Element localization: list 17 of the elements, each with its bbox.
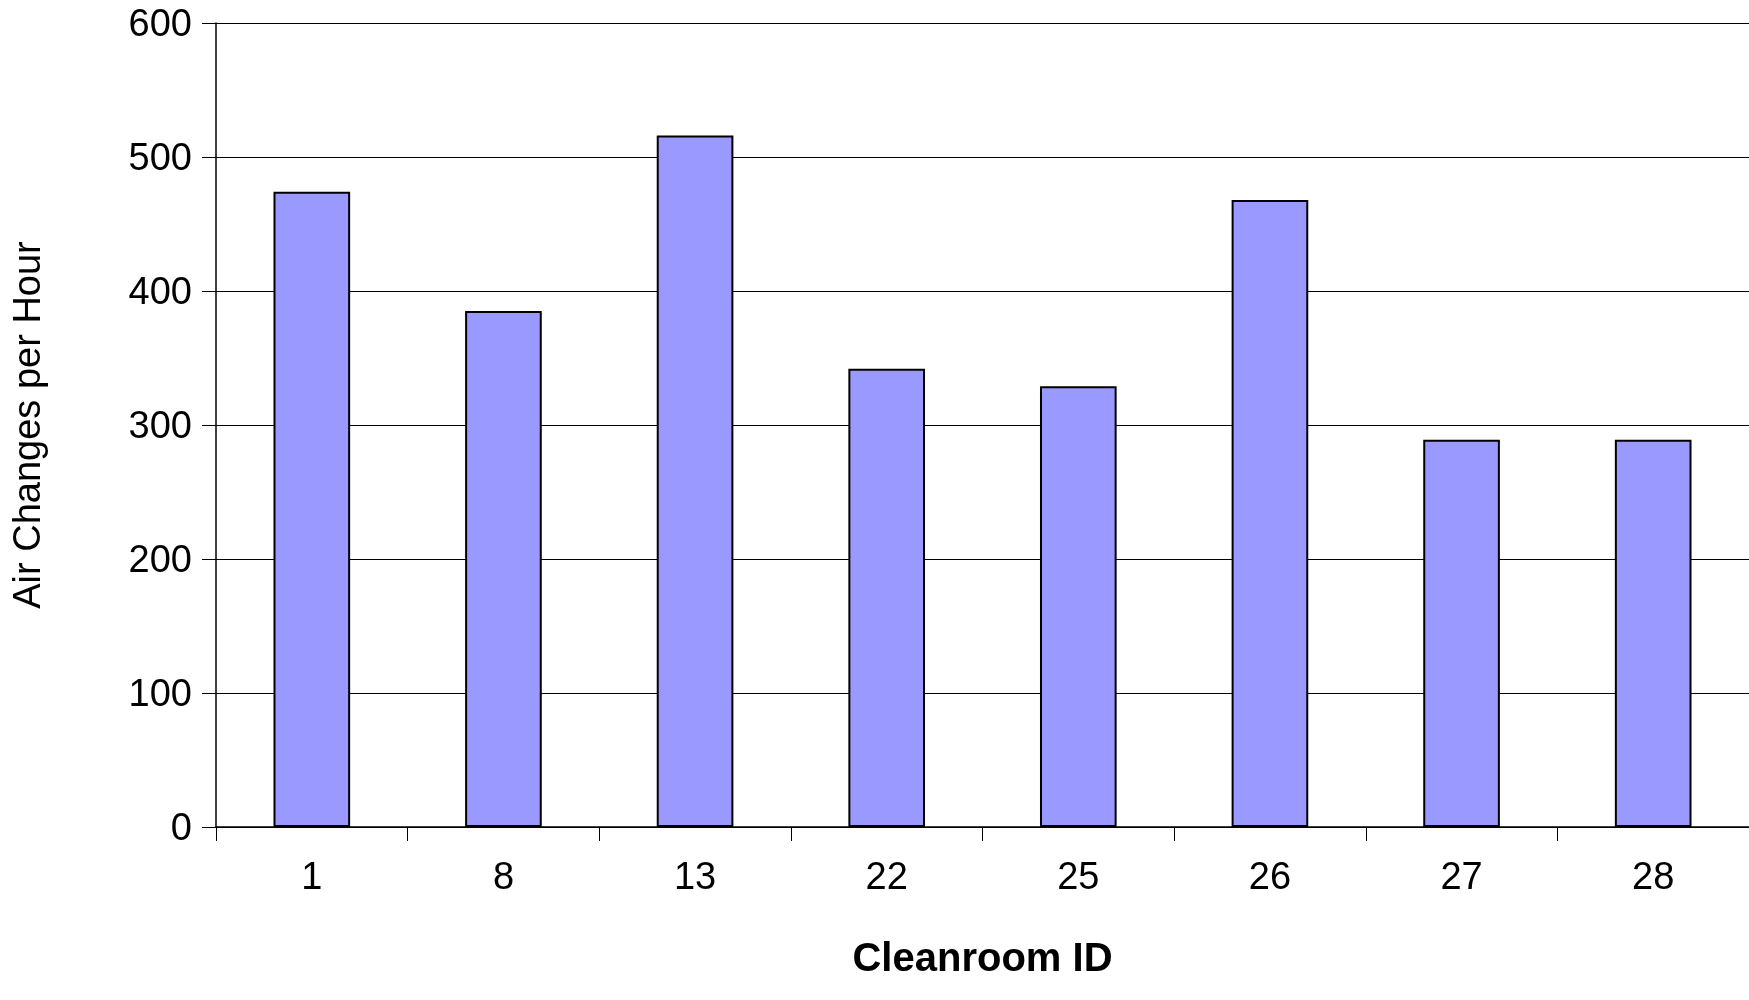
x-tick-label: 1 — [301, 855, 323, 897]
y-tick-label: 400 — [128, 270, 192, 312]
y-tick-label: 300 — [128, 404, 192, 446]
x-axis-title: Cleanroom ID — [852, 935, 1113, 979]
x-tick-label: 26 — [1248, 855, 1292, 897]
x-tick-label: 13 — [673, 855, 717, 897]
x-tick-label: 8 — [492, 855, 515, 897]
x-tick-label: 25 — [1057, 855, 1100, 897]
y-axis-title: Air Changes per Hour — [6, 240, 48, 609]
x-tick-label: 27 — [1440, 855, 1483, 897]
y-tick-label: 0 — [170, 806, 192, 848]
y-tick-label: 200 — [128, 538, 192, 580]
y-tick-label: 500 — [128, 136, 192, 178]
y-tick-label: 100 — [128, 672, 192, 714]
x-tick-label: 28 — [1632, 855, 1675, 897]
x-tick-label: 22 — [865, 855, 908, 897]
y-tick-label: 600 — [128, 2, 192, 44]
